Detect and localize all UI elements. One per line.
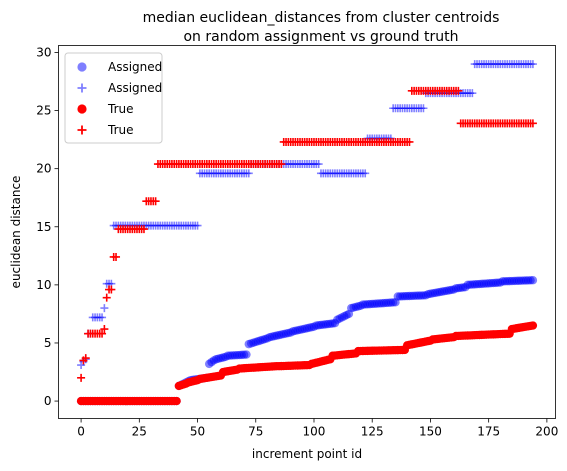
data-point <box>419 104 428 113</box>
legend-item: Assigned <box>77 81 162 95</box>
data-point <box>77 373 86 382</box>
legend-item: True <box>77 102 134 116</box>
plot-area-frame <box>58 45 556 419</box>
x-axis: 0 25 50 75 100 125 150 175 200 <box>77 418 558 439</box>
y-tick-label: 20 <box>36 162 51 176</box>
legend-label: True <box>107 102 134 116</box>
data-point <box>100 304 109 313</box>
series-2-circle <box>76 321 538 406</box>
data-point <box>100 325 109 334</box>
y-axis-label: euclidean distance <box>9 176 23 289</box>
chart-title-line-1: median euclidean_distances from cluster … <box>143 10 500 26</box>
data-point <box>528 119 537 128</box>
y-tick-label: 25 <box>36 104 51 118</box>
x-tick-label: 125 <box>361 425 384 439</box>
data-point <box>107 285 116 294</box>
legend-label: Assigned <box>108 60 162 74</box>
data-point <box>528 321 538 330</box>
legend-marker <box>77 104 87 114</box>
data-point <box>314 160 323 169</box>
data-point <box>81 354 90 363</box>
legend-marker <box>77 62 87 72</box>
legend-item: Assigned <box>77 60 162 74</box>
legend-marker <box>77 83 87 93</box>
series-3-plus <box>77 86 537 382</box>
markers-layer <box>76 60 538 406</box>
data-point <box>468 89 477 98</box>
data-point <box>244 169 253 178</box>
y-axis: 0 5 10 15 20 25 30 <box>36 45 59 408</box>
chart-title-line-2: on random assignment vs ground truth <box>183 29 458 45</box>
data-point <box>139 225 148 234</box>
x-tick-label: 50 <box>190 425 205 439</box>
data-point <box>242 350 251 359</box>
legend-marker <box>77 125 87 135</box>
data-point <box>454 86 463 95</box>
y-tick-label: 15 <box>36 220 51 234</box>
x-axis-label: increment point id <box>252 447 362 461</box>
legend-label: Assigned <box>108 81 162 95</box>
data-point <box>361 169 370 178</box>
x-tick-label: 75 <box>248 425 263 439</box>
y-tick-label: 5 <box>44 336 52 350</box>
data-point <box>528 276 538 285</box>
data-point <box>172 396 181 406</box>
y-tick-label: 30 <box>36 45 51 59</box>
x-tick-label: 175 <box>477 425 500 439</box>
x-tick-label: 25 <box>132 425 147 439</box>
data-point <box>151 197 160 206</box>
legend-item: True <box>77 123 134 137</box>
legend-label: True <box>107 123 134 137</box>
y-tick-label: 10 <box>36 278 51 292</box>
data-point <box>528 60 537 69</box>
data-point <box>277 160 286 169</box>
x-tick-label: 100 <box>303 425 326 439</box>
series-0-circle <box>76 276 538 406</box>
legend-frame <box>64 52 163 144</box>
data-point <box>112 252 121 261</box>
x-tick-label: 0 <box>77 425 85 439</box>
data-point <box>98 313 107 322</box>
x-tick-label: 150 <box>419 425 442 439</box>
x-tick-label: 200 <box>535 425 558 439</box>
data-point <box>98 329 107 338</box>
y-tick-label: 0 <box>44 394 52 408</box>
data-point <box>405 137 414 146</box>
data-point <box>102 293 111 302</box>
legend: Assigned Assigned True True <box>64 52 163 144</box>
data-point <box>193 221 202 230</box>
